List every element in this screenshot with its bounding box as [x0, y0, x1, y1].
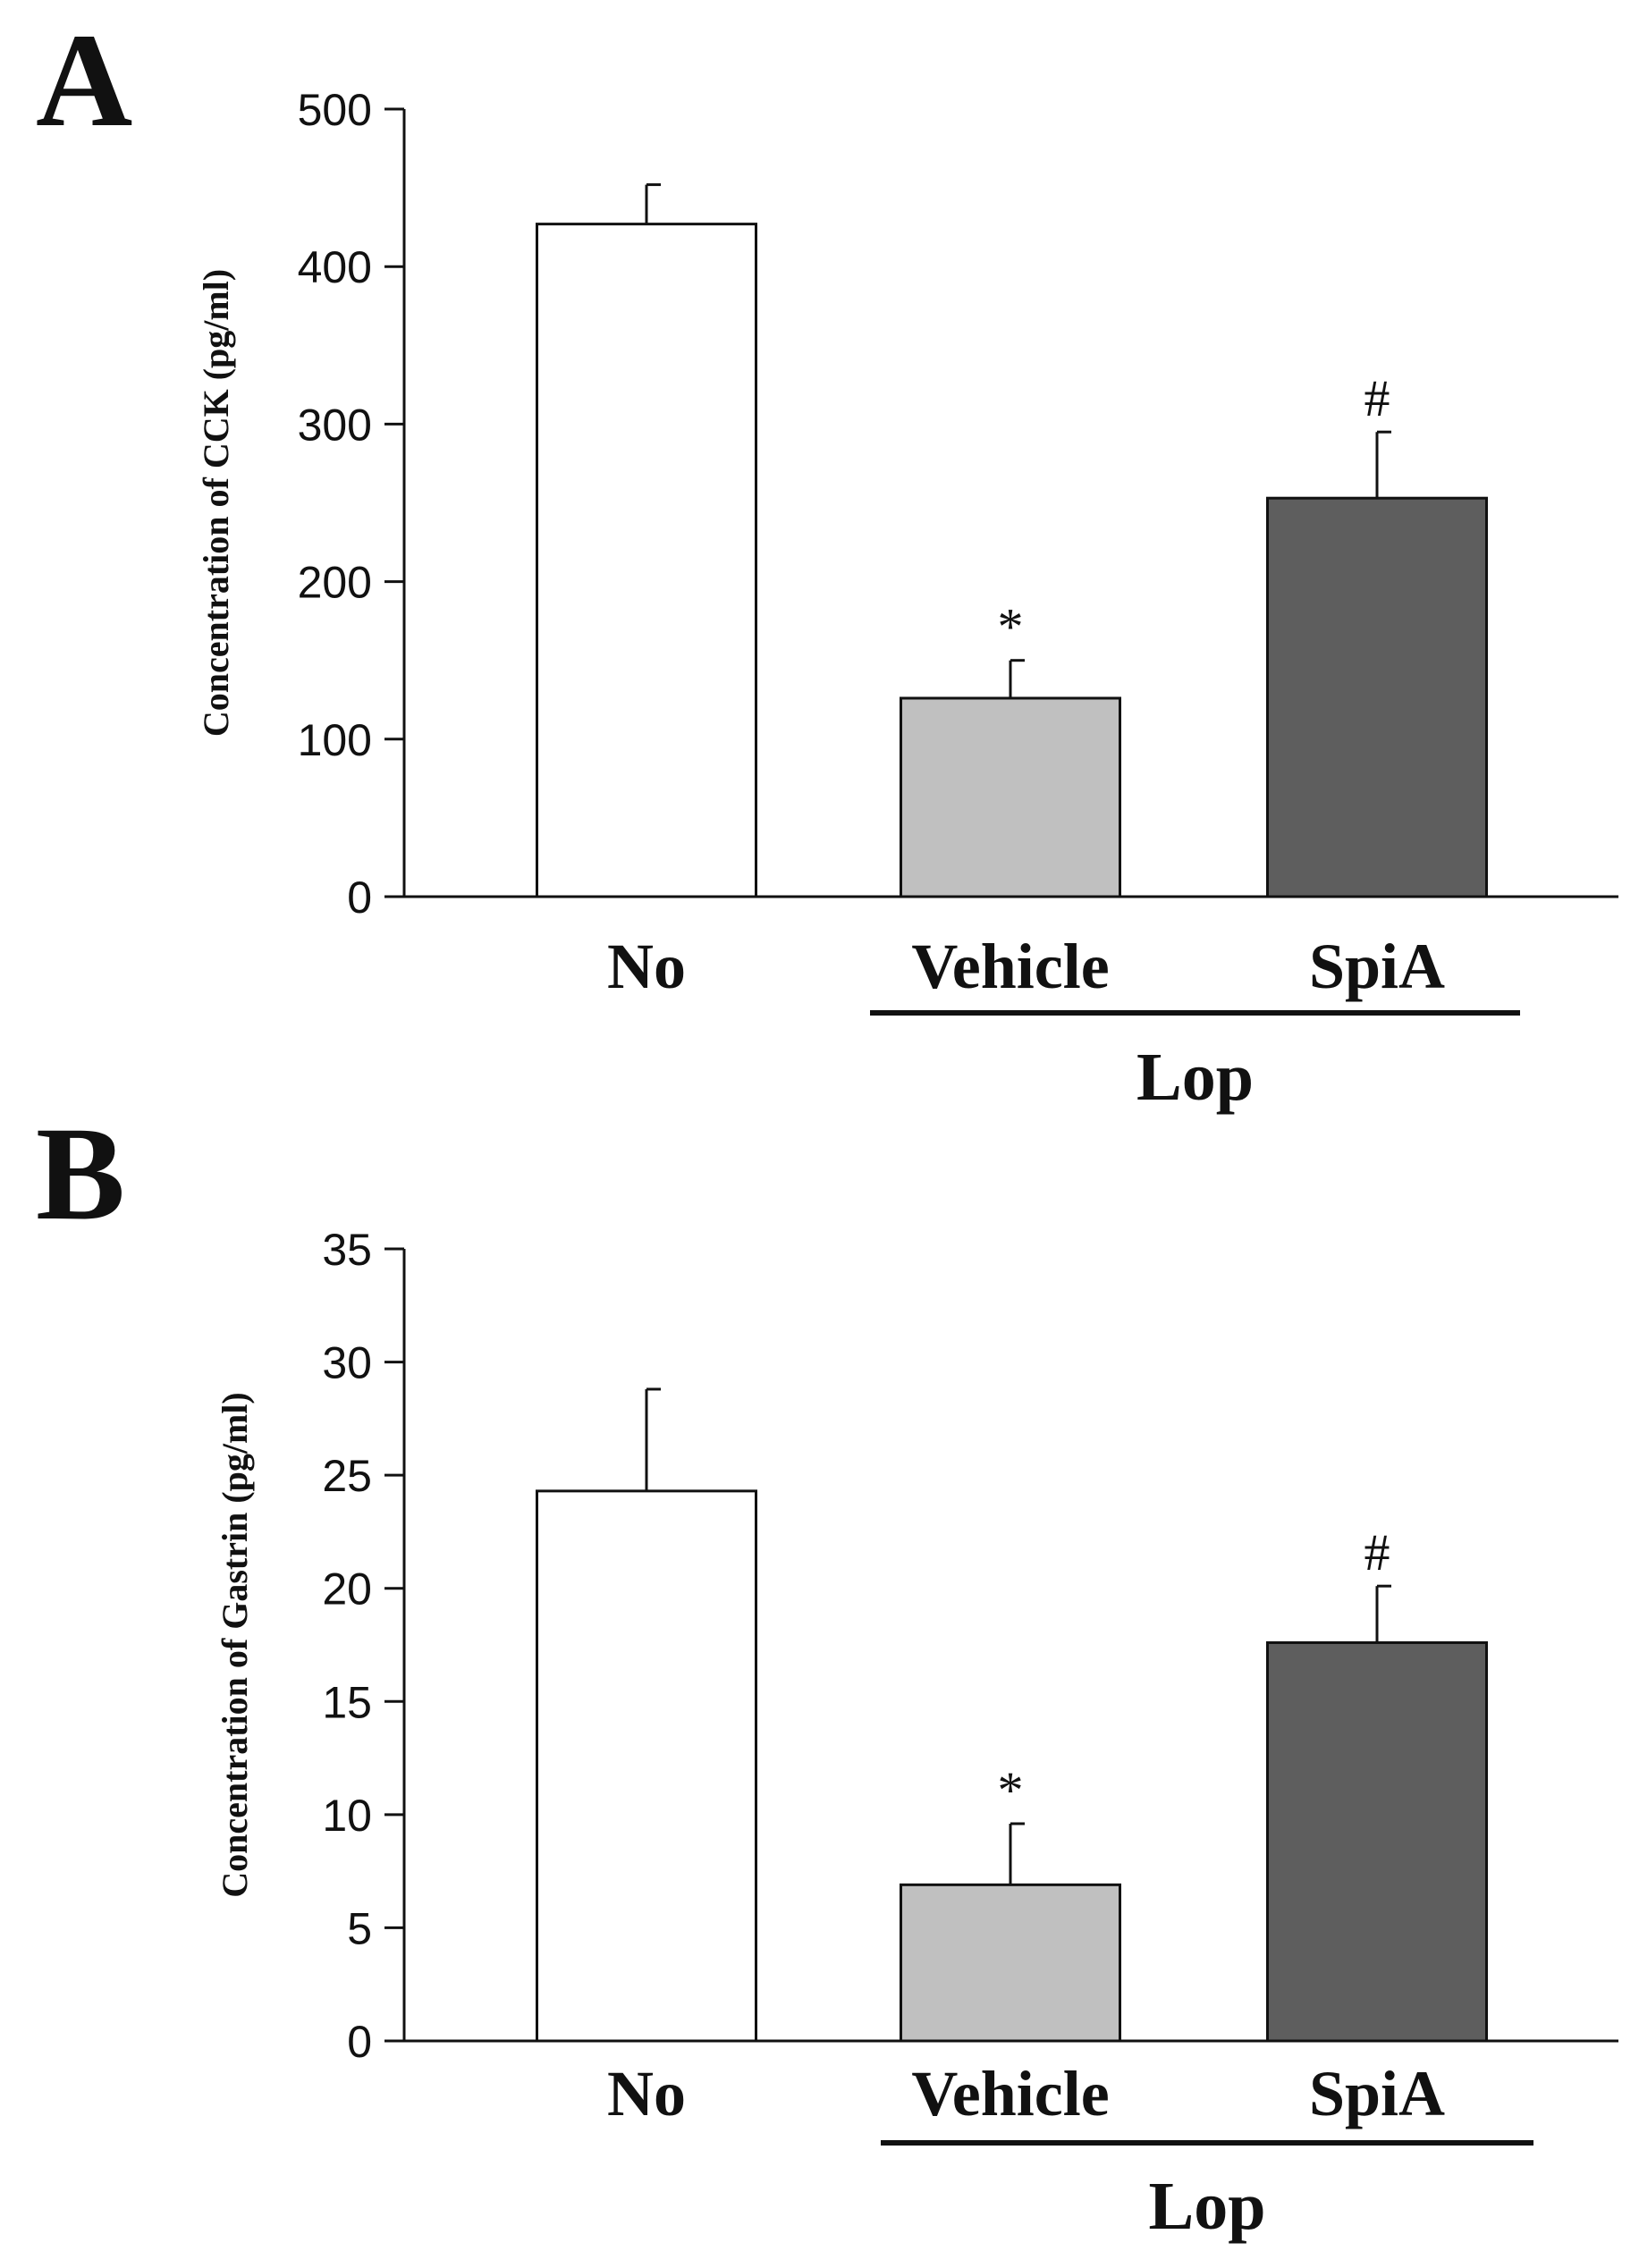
panel-b: B 0 5 10 15 20 25 30 35 Concentration of Gastrin … [36, 1100, 1618, 2244]
significance-marker: # [1364, 369, 1390, 427]
x-category-label: SpiA [1309, 2058, 1445, 2129]
y-tick-label: 300 [298, 400, 372, 450]
bar-no [536, 1489, 757, 2043]
x-category-label: Vehicle [911, 931, 1109, 1002]
panel-a: A 0 100 200 300 400 500 Concentration of CCK (p… [36, 6, 1618, 1115]
significance-marker: * [998, 598, 1024, 656]
y-tick-label: 400 [298, 242, 372, 292]
bar-vehicle [900, 696, 1121, 898]
bar-no [536, 223, 757, 898]
y-tick-label: 0 [347, 873, 372, 923]
bar-spia [1266, 1640, 1488, 2043]
group-label: Lop [1136, 1040, 1254, 1115]
bar-vehicle [900, 1883, 1121, 2043]
group-label: Lop [1149, 2169, 1266, 2244]
y-tick-label: 10 [322, 1791, 372, 1841]
bar-spia [1266, 496, 1488, 898]
x-category-label: SpiA [1309, 931, 1445, 1002]
y-tick-label: 0 [347, 2017, 372, 2067]
y-tick-label: 100 [298, 715, 372, 765]
y-tick-label: 200 [298, 558, 372, 608]
y-tick-label: 35 [322, 1225, 372, 1275]
y-axis-label: Concentration of CCK (pg/ml) [196, 269, 236, 737]
panel-letter: B [36, 1100, 125, 1248]
significance-marker: # [1364, 1523, 1390, 1581]
y-tick-label: 5 [347, 1903, 372, 1953]
x-category-label: Vehicle [911, 2058, 1109, 2129]
x-category-label: No [607, 931, 686, 1002]
y-tick-label: 500 [298, 85, 372, 135]
y-tick-label: 25 [322, 1451, 372, 1501]
x-category-label: No [607, 2058, 686, 2129]
y-tick-label: 20 [322, 1564, 372, 1615]
y-tick-label: 15 [322, 1677, 372, 1727]
significance-marker: * [998, 1761, 1024, 1819]
panel-letter: A [36, 6, 132, 155]
y-tick-label: 30 [322, 1338, 372, 1388]
y-axis-label: Concentration of Gastrin (pg/ml) [215, 1392, 255, 1898]
